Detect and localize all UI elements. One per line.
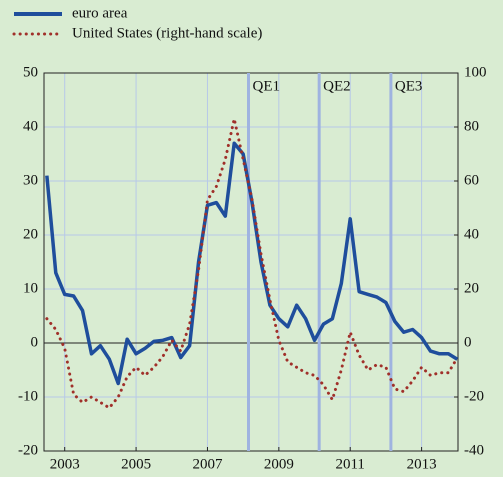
y-tick-label: -10 (18, 388, 38, 404)
y-tick-label: 50 (23, 64, 38, 80)
y2-tick-label: 80 (464, 118, 479, 134)
x-tick-label: 2009 (264, 456, 294, 472)
y-tick-label: 30 (23, 172, 38, 188)
y2-tick-label: 20 (464, 280, 479, 296)
series-line (45, 141, 459, 386)
y2-tick-label: 40 (464, 226, 479, 242)
x-tick-label: 2005 (121, 456, 151, 472)
y-tick-label: -20 (18, 442, 38, 458)
y2-tick-label: 60 (464, 172, 479, 188)
y2-tick-label: -40 (464, 442, 484, 458)
annotation: QE2 (323, 78, 351, 94)
annotation: QE1 (253, 78, 280, 94)
x-tick-label: 2007 (192, 456, 223, 472)
x-tick-label: 2011 (335, 456, 364, 472)
series-line (45, 117, 459, 410)
y-tick-label: 40 (23, 118, 38, 134)
y2-tick-label: 100 (464, 64, 487, 80)
y-tick-label: 10 (23, 280, 38, 296)
y2-tick-label: -20 (464, 388, 484, 404)
y-tick-label: 20 (23, 226, 38, 242)
x-tick-label: 2013 (407, 456, 437, 472)
y-tick-label: 0 (31, 334, 39, 350)
x-tick-label: 2003 (50, 456, 80, 472)
annotation: QE3 (395, 78, 423, 94)
legend-label: United States (right-hand scale) (72, 25, 262, 41)
y2-tick-label: 0 (464, 334, 472, 350)
plot-frame (43, 72, 459, 452)
legend-label: euro area (72, 5, 128, 21)
